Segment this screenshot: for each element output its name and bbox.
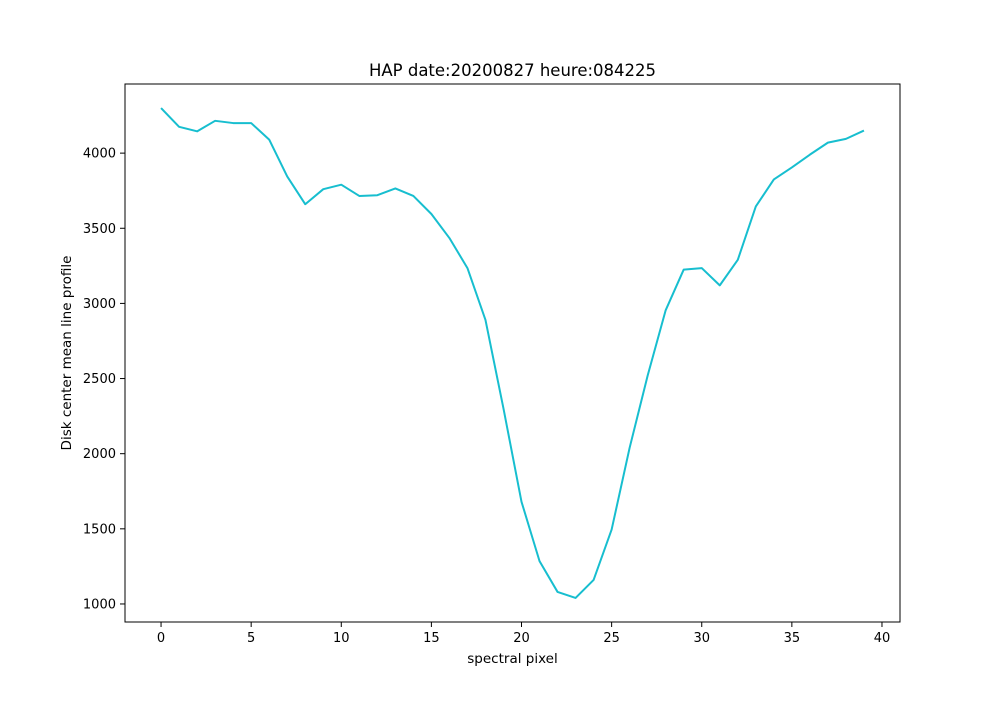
y-tick-label: 2000 [83, 447, 116, 462]
y-tick-label: 3500 [83, 222, 116, 237]
x-axis-label: spectral pixel [467, 651, 557, 667]
y-tick-label: 2500 [83, 372, 116, 387]
x-tick-label: 25 [603, 631, 620, 646]
y-tick-label: 4000 [83, 147, 116, 162]
x-tick-label: 15 [423, 631, 440, 646]
x-tick-label: 20 [513, 631, 530, 646]
y-axis-label: Disk center mean line profile [59, 256, 75, 451]
x-tick-label: 10 [333, 631, 350, 646]
x-tick-label: 0 [157, 631, 165, 646]
y-tick-label: 1000 [83, 597, 116, 612]
x-tick-label: 30 [693, 631, 710, 646]
x-tick-label: 5 [247, 631, 255, 646]
x-tick-label: 35 [784, 631, 801, 646]
chart-title: HAP date:20200827 heure:084225 [369, 61, 656, 80]
plot-frame [124, 83, 901, 623]
x-tick-label: 40 [874, 631, 891, 646]
y-tick-label: 3000 [83, 297, 116, 312]
y-tick-label: 1500 [83, 522, 116, 537]
series-line [160, 107, 865, 599]
